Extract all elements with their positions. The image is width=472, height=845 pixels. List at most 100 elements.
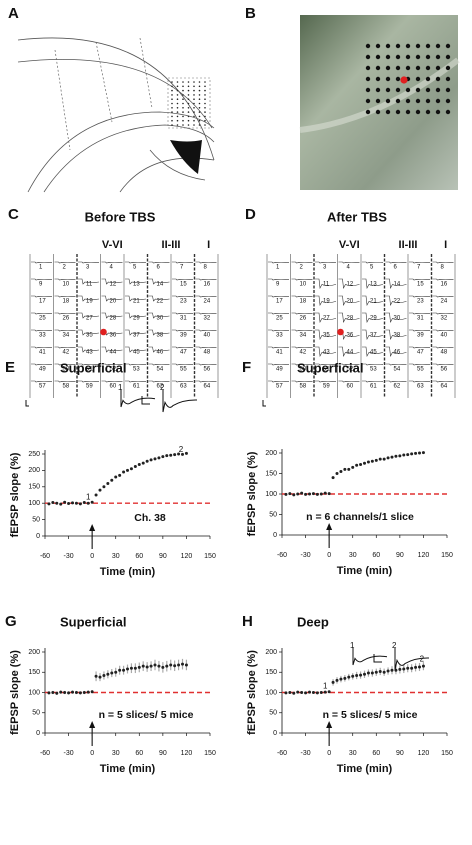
- mea-electrode: [425, 98, 431, 104]
- channel-number: 48: [441, 350, 448, 356]
- channel-number: 2: [300, 265, 304, 271]
- field-trace: [78, 380, 100, 383]
- data-point: [288, 492, 292, 496]
- field-trace: [78, 312, 100, 319]
- data-point: [378, 457, 382, 461]
- channel-number: 38: [394, 333, 401, 339]
- x-tick-label: -30: [301, 552, 311, 559]
- mea-electrode: [385, 43, 391, 49]
- electrode-dot: [182, 98, 184, 100]
- electrode-dot: [187, 81, 190, 83]
- field-trace: [172, 278, 194, 281]
- channel-number: 16: [441, 282, 448, 288]
- channel-number: 58: [300, 384, 307, 390]
- channel-number: 57: [39, 384, 46, 390]
- y-axis-label: fEPSP slope (%): [9, 650, 21, 735]
- electrode-dot: [182, 107, 184, 109]
- electrode-dot: [176, 124, 179, 126]
- electrode-dot: [193, 85, 195, 88]
- field-trace: [291, 329, 313, 332]
- channel-number: 20: [347, 299, 354, 305]
- data-point: [67, 691, 71, 695]
- x-tick-label: -30: [64, 750, 74, 757]
- data-point: [421, 451, 425, 455]
- mea-electrode: [385, 76, 391, 82]
- field-trace: [268, 363, 290, 366]
- x-tick-label: -60: [277, 750, 287, 757]
- mea-electrode: [445, 87, 451, 93]
- channel-number: 56: [204, 367, 211, 373]
- area-boundary: [95, 41, 113, 123]
- chart-title: Superficial: [297, 360, 363, 375]
- field-trace: [101, 295, 123, 302]
- data-point: [161, 455, 165, 459]
- channel-number: 41: [39, 350, 46, 356]
- data-point: [55, 691, 59, 695]
- mea-electrode: [415, 65, 421, 71]
- data-point: [94, 493, 98, 497]
- inset-label: 1: [350, 641, 355, 650]
- x-tick-label: -60: [40, 750, 50, 757]
- electrode-dot: [198, 124, 201, 126]
- electrode-dot: [182, 85, 184, 88]
- brain-outline: [27, 111, 215, 193]
- data-point: [59, 690, 63, 694]
- data-point: [153, 663, 157, 667]
- data-point: [106, 482, 110, 486]
- data-point: [370, 459, 374, 463]
- electrode-dot: [176, 85, 179, 88]
- y-tick-label: 100: [265, 491, 277, 498]
- data-point: [161, 665, 165, 669]
- mea-electrode: [425, 43, 431, 49]
- electrode-dot: [182, 81, 184, 83]
- electrode-dot: [198, 94, 201, 96]
- data-point: [347, 467, 351, 471]
- point-annotation: 2: [179, 445, 184, 454]
- data-point: [386, 669, 390, 673]
- x-tick-label: 150: [441, 552, 453, 559]
- data-point: [74, 691, 78, 694]
- field-trace: [195, 312, 217, 315]
- field-trace: [172, 380, 194, 383]
- data-point: [90, 690, 94, 694]
- electrode-dot: [182, 94, 184, 96]
- brain-outline: [119, 157, 215, 193]
- inset-trace: [352, 648, 388, 666]
- mea-electrode: [445, 76, 451, 82]
- channel-number: 43: [323, 350, 330, 356]
- y-tick-label: 50: [269, 710, 277, 717]
- electrode-dot: [204, 94, 206, 96]
- data-point: [390, 668, 394, 672]
- electrode-dot: [176, 89, 179, 92]
- channel-number: 57: [276, 384, 283, 390]
- field-trace: [385, 346, 407, 357]
- field-trace: [338, 312, 360, 323]
- x-tick-label: 90: [159, 750, 167, 757]
- electrode-dot: [182, 119, 184, 122]
- field-trace: [31, 278, 53, 281]
- field-trace: [31, 261, 53, 264]
- mea-electrode: [395, 54, 401, 60]
- channel-number: 47: [417, 350, 424, 356]
- channel-number: 9: [39, 282, 43, 288]
- x-tick-label: 90: [159, 553, 167, 560]
- electrode-dot: [182, 111, 184, 113]
- channel-number: 12: [347, 282, 354, 288]
- layer-label: V-VI: [102, 239, 123, 251]
- mea-electrode: [415, 98, 421, 104]
- field-trace: [31, 380, 53, 383]
- y-tick-label: 0: [273, 532, 277, 539]
- channel-number: 52: [110, 367, 117, 373]
- field-trace: [409, 380, 431, 383]
- field-trace: [54, 295, 76, 298]
- field-trace: [268, 380, 290, 383]
- data-point: [118, 473, 122, 477]
- x-tick-label: 0: [90, 750, 94, 757]
- field-trace: [385, 278, 407, 289]
- data-point: [351, 465, 355, 469]
- electrode-dot: [176, 102, 179, 105]
- data-point: [374, 458, 378, 462]
- electrode-dot: [204, 85, 206, 88]
- data-point: [406, 666, 410, 670]
